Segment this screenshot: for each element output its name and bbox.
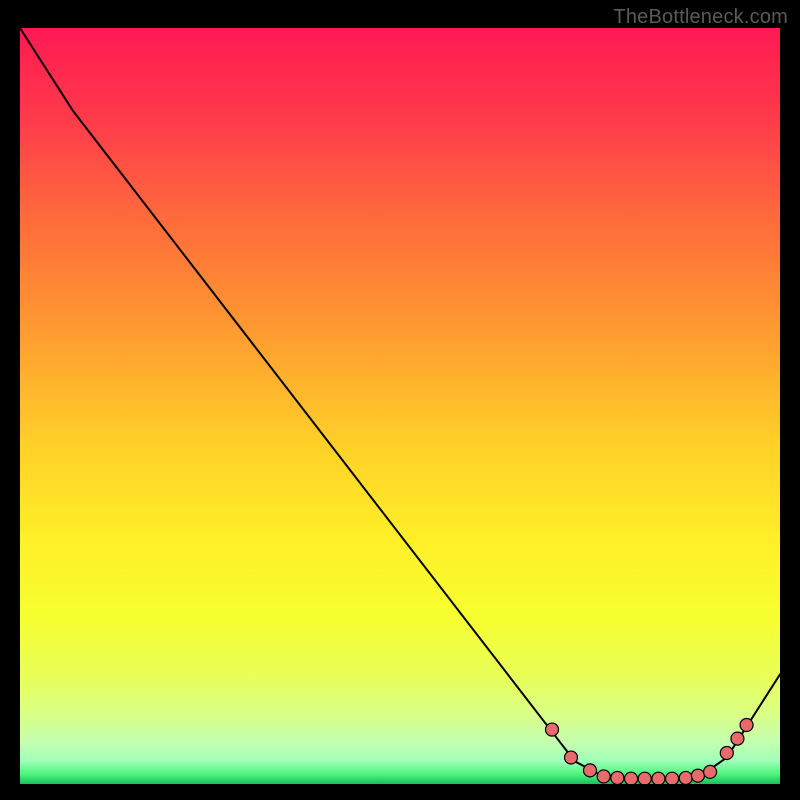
data-marker bbox=[691, 769, 704, 782]
data-marker bbox=[731, 732, 744, 745]
chart-svg bbox=[20, 28, 780, 784]
chart-background bbox=[20, 28, 780, 784]
data-marker bbox=[565, 751, 578, 764]
chart-container bbox=[20, 28, 780, 784]
data-marker bbox=[704, 765, 717, 778]
data-marker bbox=[584, 764, 597, 777]
data-marker bbox=[720, 747, 733, 760]
data-marker bbox=[638, 772, 651, 784]
data-marker bbox=[597, 770, 610, 783]
data-marker bbox=[652, 772, 665, 784]
watermark-text: TheBottleneck.com bbox=[613, 6, 788, 29]
data-marker bbox=[666, 772, 679, 784]
data-marker bbox=[625, 772, 638, 784]
data-marker bbox=[679, 771, 692, 784]
data-marker bbox=[546, 723, 559, 736]
data-marker bbox=[611, 771, 624, 784]
data-marker bbox=[740, 719, 753, 732]
